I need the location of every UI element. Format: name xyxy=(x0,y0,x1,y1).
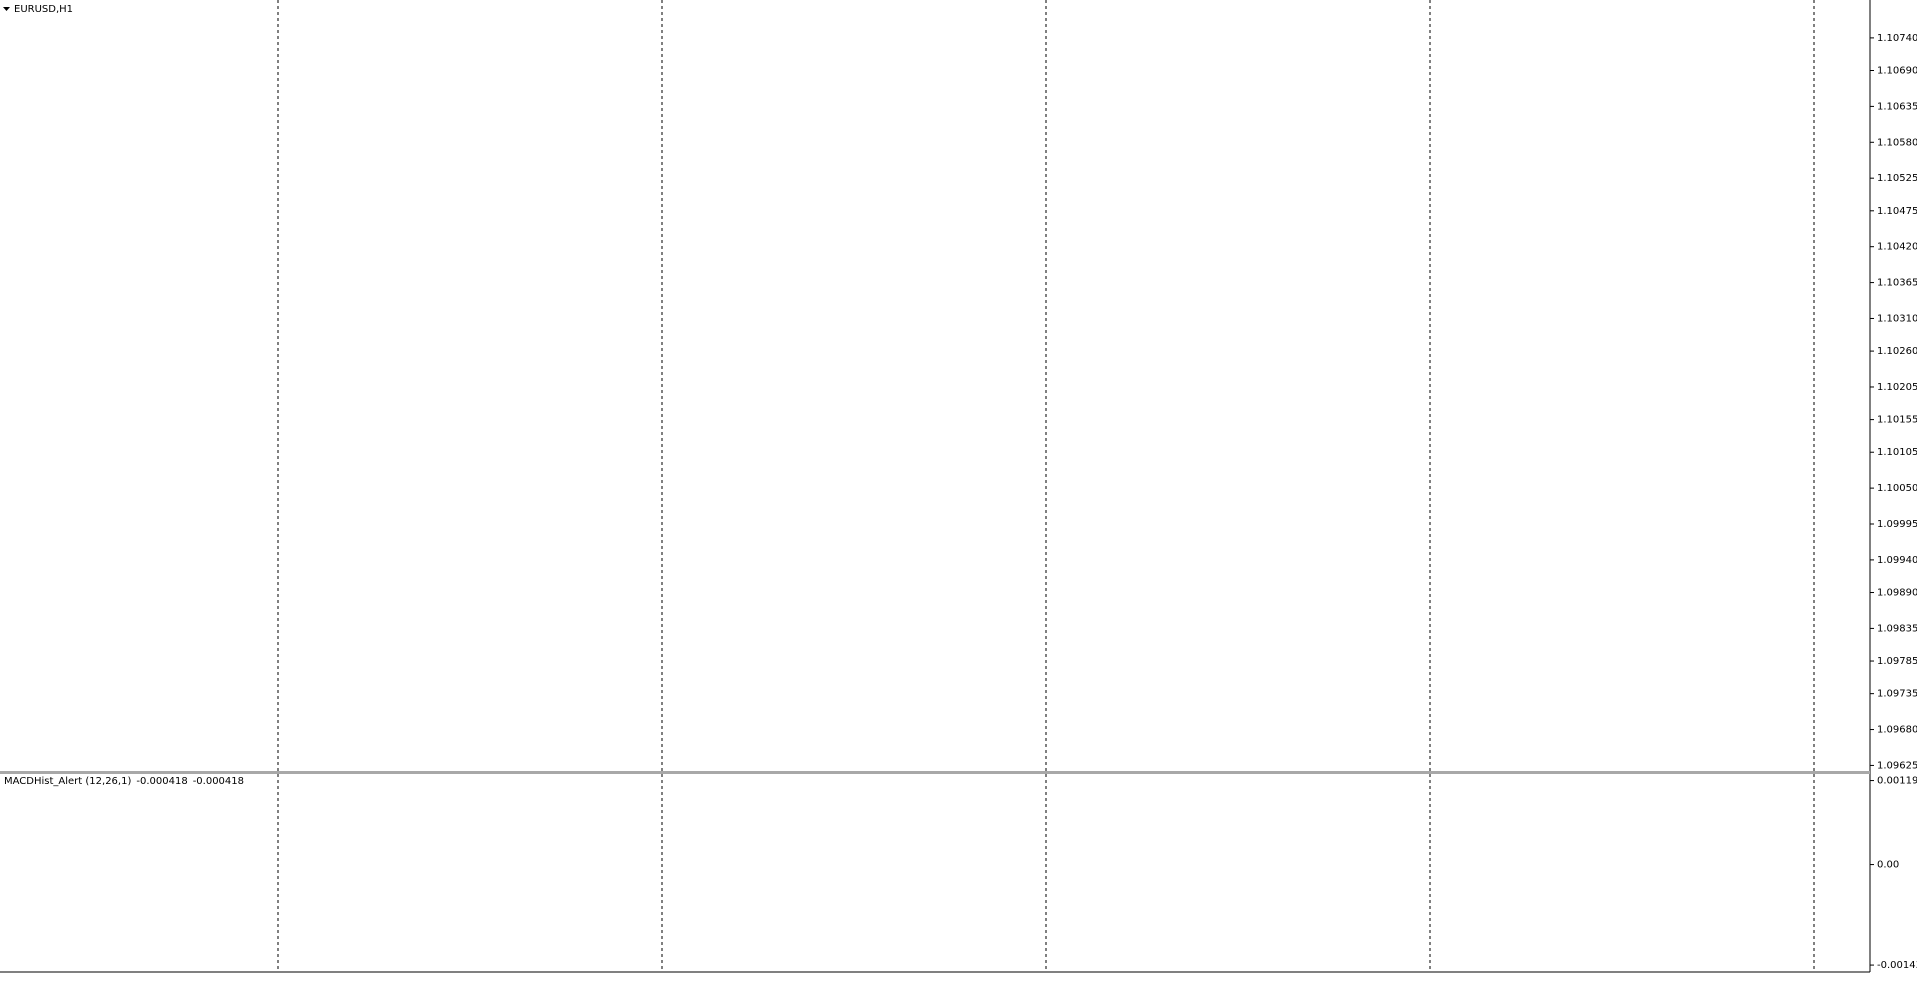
indicator-title: MACDHist_Alert (12,26,1) -0.000418 -0.0004… xyxy=(4,776,244,787)
y-tick-label: 1.10690 xyxy=(1877,66,1917,77)
y-tick-label: 1.10205 xyxy=(1877,382,1917,393)
y-tick-label: 1.09890 xyxy=(1877,588,1917,599)
y-tick-label: 1.10740 xyxy=(1877,33,1917,44)
back-layer xyxy=(277,0,1815,972)
y-tick-label: 1.10105 xyxy=(1877,447,1917,458)
chart-title: EURUSD,H1 xyxy=(14,4,73,15)
y-tick-label: 1.10155 xyxy=(1877,415,1917,426)
indicator-name: MACDHist_Alert (12,26,1) xyxy=(4,776,131,787)
y-tick-label: 1.10310 xyxy=(1877,313,1917,324)
y-tick-label: 1.09785 xyxy=(1877,656,1917,667)
menu-arrow[interactable] xyxy=(3,7,10,11)
y-tick-label: 1.10635 xyxy=(1877,101,1917,112)
y-tick-label: -0.00143 xyxy=(1877,960,1917,971)
panel-separator xyxy=(0,771,1870,774)
indicator-readout: -0.000418 xyxy=(193,776,244,787)
indicator-readout: -0.000418 xyxy=(136,776,187,787)
y-tick-label: 1.09680 xyxy=(1877,725,1917,736)
y-tick-label: 1.09995 xyxy=(1877,519,1917,530)
y-tick-label: 1.09835 xyxy=(1877,623,1917,634)
y-tick-label: 1.10525 xyxy=(1877,173,1917,184)
y-tick-label: 1.10365 xyxy=(1877,278,1917,289)
y-tick-label: 0.001195 xyxy=(1877,776,1917,787)
y-tick-label: 1.10420 xyxy=(1877,242,1917,253)
y-tick-label: 0.00 xyxy=(1877,860,1899,871)
y-tick-label: 1.09735 xyxy=(1877,689,1917,700)
y-tick-label: 1.10580 xyxy=(1877,137,1917,148)
y-tick-label: 1.10475 xyxy=(1877,206,1917,217)
y-tick-label: 1.09940 xyxy=(1877,555,1917,566)
y-tick-label: 1.10260 xyxy=(1877,346,1917,357)
y-tick-label: 1.09625 xyxy=(1877,760,1917,771)
y-tick-label: 1.10050 xyxy=(1877,483,1917,494)
